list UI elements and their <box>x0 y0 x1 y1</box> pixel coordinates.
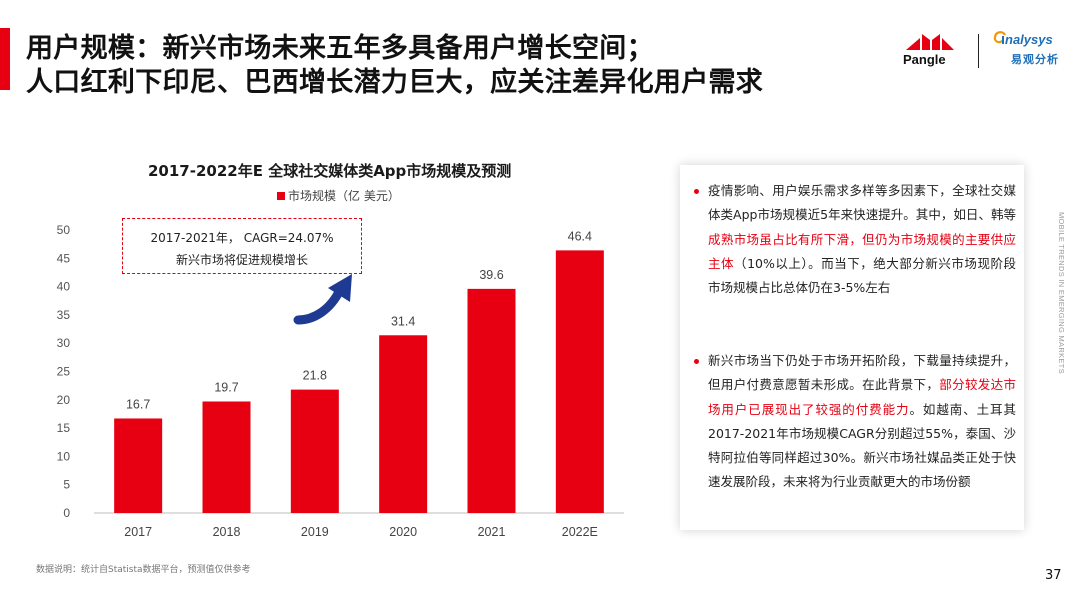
legend-swatch <box>277 192 285 200</box>
page-number: 37 <box>1045 568 1062 583</box>
bar-value-label: 19.7 <box>214 380 238 394</box>
cagr-annotation-line1: 2017-2021年， CAGR=24.07% <box>150 231 334 245</box>
bar-2021 <box>467 288 516 513</box>
bar-chart-plot: 0 5 10 15 20 25 30 35 40 45 50 16.7 2017 19.7 2018 21.8… <box>57 223 624 539</box>
y-tick-label: 5 <box>63 478 70 492</box>
analysys-logo-text: nalysys <box>1005 32 1053 47</box>
x-tick-label: 2020 <box>389 525 417 539</box>
bar-value-label: 16.7 <box>126 397 150 411</box>
y-tick-label: 30 <box>57 336 71 350</box>
data-source-note: 数据说明：统计自Statista数据平台，预测值仅供参考 <box>36 565 251 575</box>
x-tick-label: 2022E <box>562 525 598 539</box>
insight-bullet-2-segment-2: 部分较发达市场用户已展现出了较强的付费能力 <box>708 377 1016 417</box>
pangle-logo: Pangle <box>898 30 962 70</box>
y-tick-label: 35 <box>57 308 71 322</box>
legend-label: 市场规模（亿 美元） <box>288 189 400 203</box>
bar-2022E <box>555 250 604 513</box>
bullet-dot <box>694 359 699 364</box>
insight-bullet-1-segment-3: （10%以上）。而当下，绝大部分新兴市场现阶段市场规模占比总体仍在3-5%左右 <box>708 255 1016 296</box>
insight-bullet-1-segment-1: 疫情影响、用户娱乐需求多样等多因素下，全球社交媒体类App市场规模近5年来快速提… <box>708 183 1016 223</box>
insight-bullet-1: 疫情影响、用户娱乐需求多样等多因素下，全球社交媒体类App市场规模近5年来快速提… <box>694 179 1016 300</box>
y-tick-label: 25 <box>57 365 71 379</box>
chart-title: 2017-2022年E 全球社交媒体类App市场规模及预测 <box>148 162 512 180</box>
cagr-annotation-line2: 新兴市场将促进规模增长 <box>175 253 308 267</box>
y-tick-label: 10 <box>57 449 71 463</box>
x-tick-label: 2019 <box>301 525 329 539</box>
bar-value-label: 39.6 <box>479 268 503 282</box>
cagr-annotation: 2017-2021年， CAGR=24.07% 新兴市场将促进规模增长 <box>122 218 362 274</box>
insight-bullet-1-text: 疫情影响、用户娱乐需求多样等多因素下，全球社交媒体类App市场规模近5年来快速提… <box>708 179 1016 300</box>
insight-bullet-1-segment-2: 成熟市场虽占比有所下滑，但仍为市场规模的主要供应主体 <box>708 231 1016 271</box>
y-tick-label: 50 <box>57 223 71 237</box>
analysys-logo-subtext: 易观分析 <box>1011 53 1059 66</box>
analysys-logo: nalysys 易观分析 <box>993 31 1071 70</box>
bar-value-label: 21.8 <box>303 369 327 383</box>
y-tick-label: 45 <box>57 251 71 265</box>
y-tick-label: 15 <box>57 421 71 435</box>
bar-2019 <box>290 389 339 513</box>
bar-2020 <box>379 335 428 513</box>
bar-2017 <box>114 418 163 513</box>
pangle-mark-icon <box>906 34 954 50</box>
y-tick-label: 20 <box>57 393 71 407</box>
partner-logos: Pangle nalysys 易观分析 <box>898 30 1070 70</box>
vertical-side-caption: MOBILE TRENDS IN EMERGING MARKETS <box>1057 212 1066 374</box>
insight-bullet-2: 新兴市场当下仍处于市场开拓阶段，下载量持续提升，但用户付费意愿暂未形成。在此背景… <box>694 349 1016 495</box>
insight-bullet-2-segment-1: 新兴市场当下仍处于市场开拓阶段，下载量持续提升，但用户付费意愿暂未形成。在此背景… <box>708 353 1016 393</box>
bar-value-label: 31.4 <box>391 314 415 328</box>
page-title-line2: 人口红利下印尼、巴西增长潜力巨大，应关注差异化用户需求 <box>26 67 764 98</box>
analysys-swirl-icon <box>993 31 1006 44</box>
insight-bullet-2-text: 新兴市场当下仍处于市场开拓阶段，下载量持续提升，但用户付费意愿暂未形成。在此背景… <box>708 349 1016 495</box>
page-title-line1: 用户规模：新兴市场未来五年多具备用户增长空间； <box>26 33 654 64</box>
pangle-logo-text: Pangle <box>903 52 946 67</box>
bullet-dot <box>694 189 699 194</box>
bar-value-label: 46.4 <box>568 229 592 243</box>
bar-2018 <box>202 401 251 513</box>
insight-bullet-2-segment-3: 。如越南、土耳其2017-2021年市场规模CAGR分别超过55%，泰国、沙特阿… <box>708 401 1016 490</box>
growth-arrow-icon <box>293 274 352 325</box>
logo-divider <box>978 34 979 68</box>
x-tick-label: 2018 <box>213 525 241 539</box>
title-accent-bar <box>0 28 10 90</box>
market-size-chart: 2017-2022年E 全球社交媒体类App市场规模及预测 市场规模（亿 美元）… <box>0 150 650 550</box>
y-tick-label: 0 <box>63 506 70 520</box>
y-tick-label: 40 <box>57 280 71 294</box>
x-tick-label: 2021 <box>478 525 506 539</box>
insight-panel: 疫情影响、用户娱乐需求多样等多因素下，全球社交媒体类App市场规模近5年来快速提… <box>680 165 1024 530</box>
chart-legend: 市场规模（亿 美元） <box>277 187 400 204</box>
x-tick-label: 2017 <box>124 525 152 539</box>
